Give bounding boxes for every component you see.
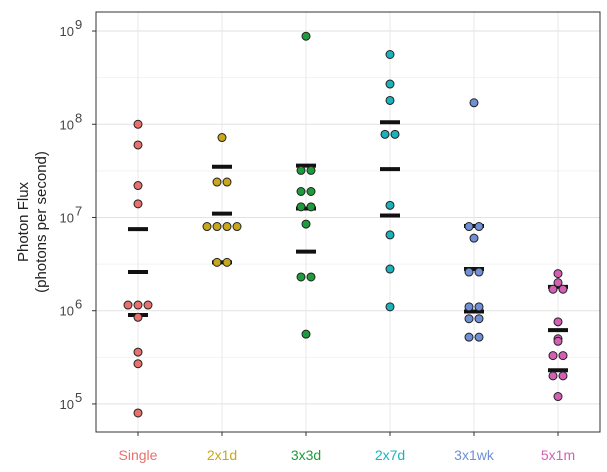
data-point	[548, 371, 558, 381]
data-point	[385, 79, 395, 89]
data-point	[553, 317, 563, 327]
data-point	[474, 302, 484, 312]
data-point	[474, 267, 484, 277]
data-point	[296, 202, 306, 212]
data-points	[123, 31, 568, 418]
data-point	[301, 31, 311, 41]
plot-border	[95, 11, 601, 433]
x-tick-label: 2x1d	[207, 447, 237, 463]
data-point	[306, 202, 316, 212]
data-point	[385, 200, 395, 210]
x-tick-label: 2x7d	[375, 447, 405, 463]
y-tick-label: 10	[60, 304, 74, 319]
summary-bars	[128, 120, 568, 373]
data-point	[385, 95, 395, 105]
data-point	[133, 199, 143, 209]
data-point	[296, 272, 306, 282]
data-point	[133, 300, 143, 310]
y-axis-sublabel: (photons per second)	[33, 151, 50, 293]
data-point	[133, 312, 143, 322]
y-axis-title: Photon Flux (photons per second)	[15, 151, 50, 293]
data-point	[464, 267, 474, 277]
data-point	[133, 347, 143, 357]
data-point	[380, 129, 390, 139]
data-point	[306, 186, 316, 196]
data-point	[296, 186, 306, 196]
data-point	[232, 222, 242, 232]
data-point	[385, 50, 395, 60]
data-point	[469, 233, 479, 243]
data-point	[464, 302, 474, 312]
data-point	[222, 222, 232, 232]
x-tick-label: 3x1wk	[454, 447, 495, 463]
data-point	[474, 222, 484, 232]
data-point	[306, 165, 316, 175]
data-point	[301, 219, 311, 229]
data-point	[296, 165, 306, 175]
data-point	[553, 336, 563, 346]
data-point	[558, 351, 568, 361]
data-point	[202, 222, 212, 232]
data-point	[133, 140, 143, 150]
data-point	[464, 332, 474, 342]
data-point	[474, 332, 484, 342]
y-tick-exponent: 5	[75, 390, 82, 405]
x-axis: Single 2x1d 3x3d 2x7d 3x1wk 5x1m	[119, 432, 575, 463]
x-tick-label: Single	[119, 447, 158, 463]
data-point	[133, 408, 143, 418]
data-point	[548, 351, 558, 361]
grid-lines	[96, 12, 600, 432]
data-point	[212, 257, 222, 267]
y-tick-label: 10	[60, 24, 74, 39]
x-tick-label: 3x3d	[291, 447, 321, 463]
data-point	[385, 230, 395, 240]
y-tick-label: 10	[60, 210, 74, 225]
y-tick-exponent: 7	[75, 203, 82, 218]
data-point	[385, 264, 395, 274]
data-point	[558, 284, 568, 294]
data-point	[301, 329, 311, 339]
data-point	[212, 177, 222, 187]
y-tick-exponent: 6	[75, 297, 82, 312]
data-point	[133, 119, 143, 129]
y-tick-exponent: 9	[75, 17, 82, 32]
x-tick-label: 5x1m	[541, 447, 575, 463]
data-point	[222, 257, 232, 267]
data-point	[217, 133, 227, 143]
data-point	[212, 222, 222, 232]
y-tick-label: 10	[60, 117, 74, 132]
data-point	[548, 284, 558, 294]
data-point	[306, 272, 316, 282]
data-point	[464, 314, 474, 324]
data-point	[133, 181, 143, 191]
y-axis-label: Photon Flux	[15, 181, 32, 262]
data-point	[553, 269, 563, 279]
y-tick-label: 10	[60, 397, 74, 412]
data-point	[553, 392, 563, 402]
data-point	[143, 300, 153, 310]
data-point	[222, 177, 232, 187]
data-point	[474, 314, 484, 324]
data-point	[553, 278, 563, 288]
data-point	[558, 371, 568, 381]
data-point	[469, 98, 479, 108]
y-tick-exponent: 8	[75, 110, 82, 125]
data-point	[123, 300, 133, 310]
data-point	[390, 129, 400, 139]
data-point	[133, 359, 143, 369]
data-point	[464, 222, 474, 232]
data-point	[385, 302, 395, 312]
